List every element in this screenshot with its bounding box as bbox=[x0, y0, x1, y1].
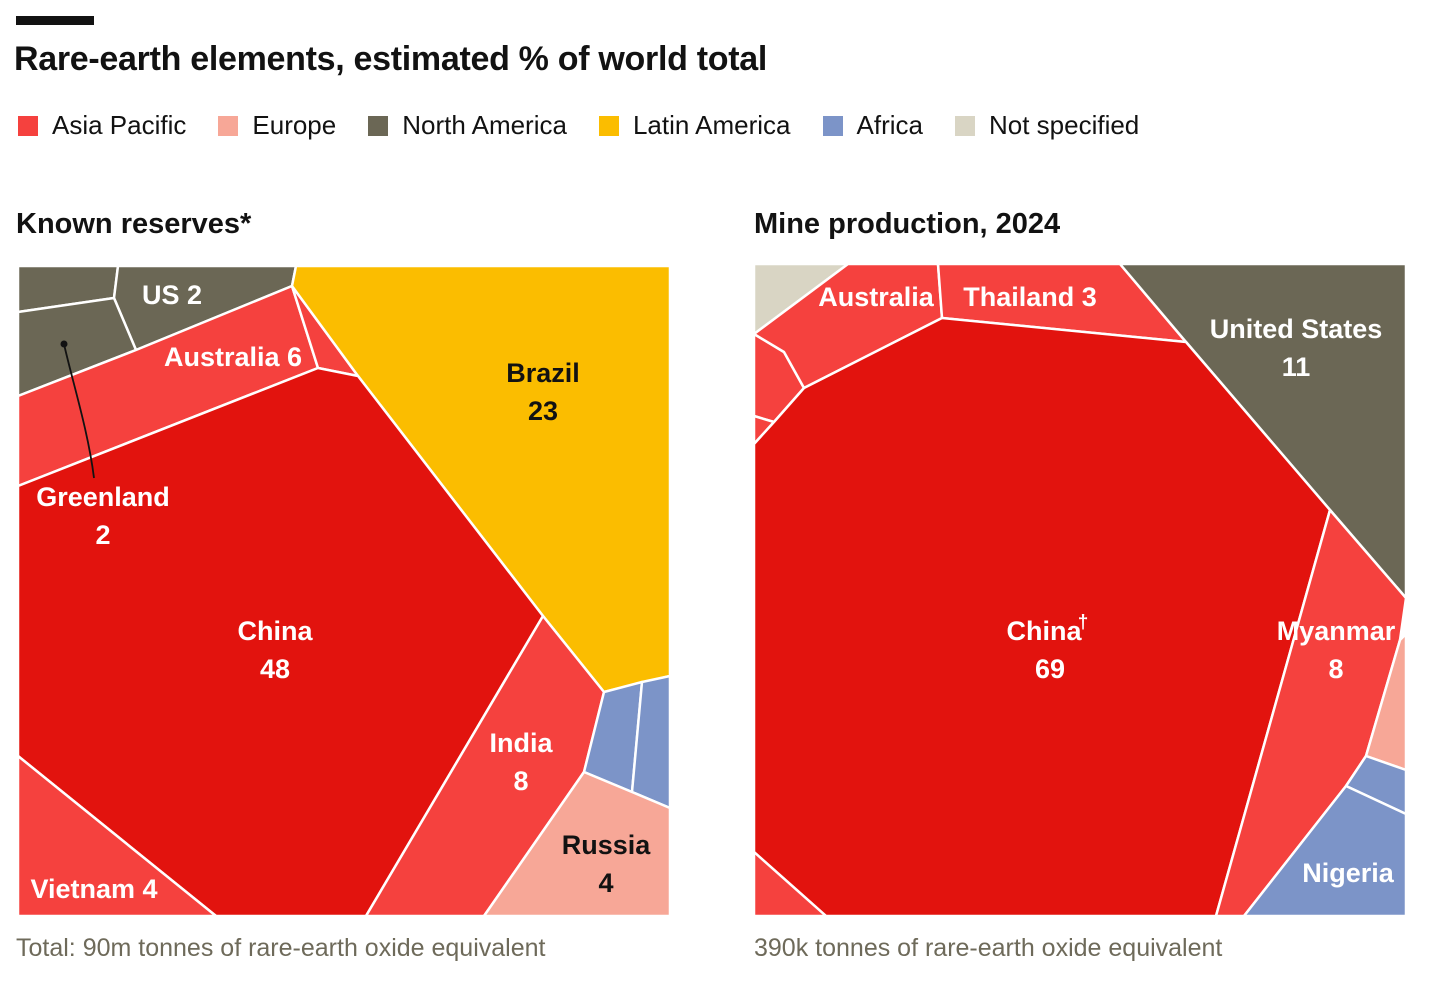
production-total-note: 390k tonnes of rare-earth oxide equivale… bbox=[754, 934, 1223, 962]
label-russia-name: Russia bbox=[562, 830, 652, 860]
label-us: US 2 bbox=[142, 280, 202, 310]
cell-asia-small-3 bbox=[752, 850, 828, 918]
label-china-prod-value: 69 bbox=[1035, 654, 1065, 684]
reserves-treemap bbox=[16, 264, 672, 918]
legend-label: Europe bbox=[252, 110, 337, 140]
label-nigeria: Nigeria bbox=[1302, 858, 1395, 888]
label-brazil-name: Brazil bbox=[506, 358, 580, 388]
legend-swatch bbox=[368, 115, 389, 136]
legend-item-africa: Africa bbox=[822, 110, 923, 141]
reserves-labels: US 2 Australia 6 Brazil 23 Greenland 2 C… bbox=[30, 280, 651, 904]
label-india-value: 8 bbox=[513, 766, 528, 796]
legend-item-asia-pacific: Asia Pacific bbox=[18, 110, 186, 141]
chart-title: Rare-earth elements, estimated % of worl… bbox=[14, 40, 767, 78]
legend-label: Africa bbox=[856, 110, 923, 140]
legend-label: North America bbox=[402, 110, 567, 140]
label-australia-prod: Australia bbox=[818, 282, 935, 312]
label-china-prod-name: China bbox=[1006, 616, 1082, 646]
label-brazil-value: 23 bbox=[528, 396, 558, 426]
legend-swatch bbox=[218, 115, 239, 136]
label-united-states-name: United States bbox=[1210, 314, 1383, 344]
greenland-leader bbox=[60, 340, 95, 479]
production-treemap bbox=[752, 262, 1408, 918]
cell-vietnam bbox=[16, 754, 218, 918]
label-greenland-name: Greenland bbox=[36, 482, 170, 512]
cell-nigeria bbox=[1242, 784, 1408, 918]
cell-russia bbox=[482, 770, 672, 918]
greenland-leader-line bbox=[63, 343, 95, 479]
legend-item-north-america: North America bbox=[368, 110, 567, 141]
label-myanmar-name: Myanmar bbox=[1277, 616, 1396, 646]
legend-label: Latin America bbox=[632, 110, 791, 140]
header-rule bbox=[16, 16, 94, 25]
legend-swatch bbox=[954, 115, 975, 136]
legend-label: Asia Pacific bbox=[52, 110, 187, 140]
legend-swatch bbox=[598, 115, 619, 136]
label-china-prod-dagger: † bbox=[1078, 612, 1089, 633]
label-vietnam: Vietnam 4 bbox=[30, 874, 157, 904]
reserves-panel-title: Known reserves* bbox=[16, 208, 252, 240]
reserves-total-note: Total: 90m tonnes of rare-earth oxide eq… bbox=[16, 934, 546, 962]
legend-swatch bbox=[18, 115, 38, 136]
legend: Asia Pacific Europe North America Latin … bbox=[18, 110, 1171, 141]
label-india-name: India bbox=[489, 728, 553, 758]
label-myanmar-value: 8 bbox=[1328, 654, 1343, 684]
production-panel-title: Mine production, 2024 bbox=[754, 208, 1061, 240]
legend-item-latin-america: Latin America bbox=[598, 110, 791, 141]
label-china-value: 48 bbox=[260, 654, 290, 684]
production-labels: Australia Thailand 3 United States 11 Ch… bbox=[818, 282, 1396, 888]
legend-swatch bbox=[822, 115, 843, 136]
legend-label: Not specified bbox=[988, 110, 1140, 140]
legend-item-europe: Europe bbox=[218, 110, 336, 141]
legend-item-not-specified: Not specified bbox=[954, 110, 1140, 141]
label-australia: Australia 6 bbox=[164, 342, 302, 372]
label-greenland-value: 2 bbox=[95, 520, 110, 550]
label-china-name: China bbox=[237, 616, 313, 646]
greenland-leader-dot bbox=[60, 340, 68, 348]
label-russia-value: 4 bbox=[598, 868, 613, 898]
label-thailand: Thailand 3 bbox=[963, 282, 1097, 312]
label-united-states-value: 11 bbox=[1282, 352, 1311, 382]
